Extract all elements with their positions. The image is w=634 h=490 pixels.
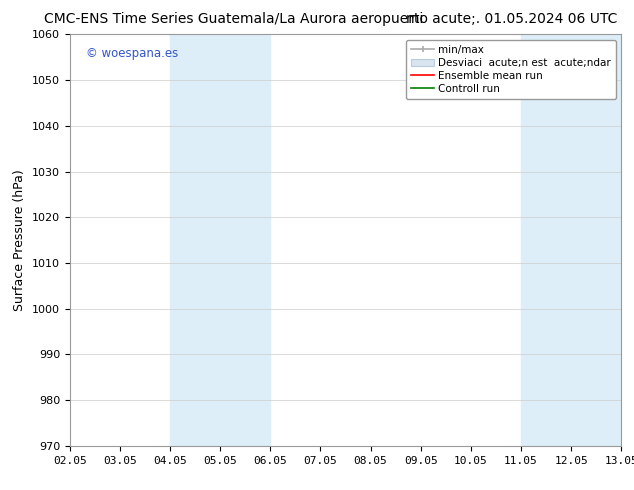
Bar	[170, 34, 270, 446]
Bar	[521, 34, 621, 446]
Text: © woespana.es: © woespana.es	[86, 47, 179, 60]
Text: mi  acute;. 01.05.2024 06 UTC: mi acute;. 01.05.2024 06 UTC	[406, 12, 617, 26]
Y-axis label: Surface Pressure (hPa): Surface Pressure (hPa)	[13, 169, 27, 311]
Text: CMC-ENS Time Series Guatemala/La Aurora aeropuerto: CMC-ENS Time Series Guatemala/La Aurora …	[44, 12, 429, 26]
Legend: min/max, Desviaci  acute;n est  acute;ndar, Ensemble mean run, Controll run: min/max, Desviaci acute;n est acute;ndar…	[406, 40, 616, 99]
